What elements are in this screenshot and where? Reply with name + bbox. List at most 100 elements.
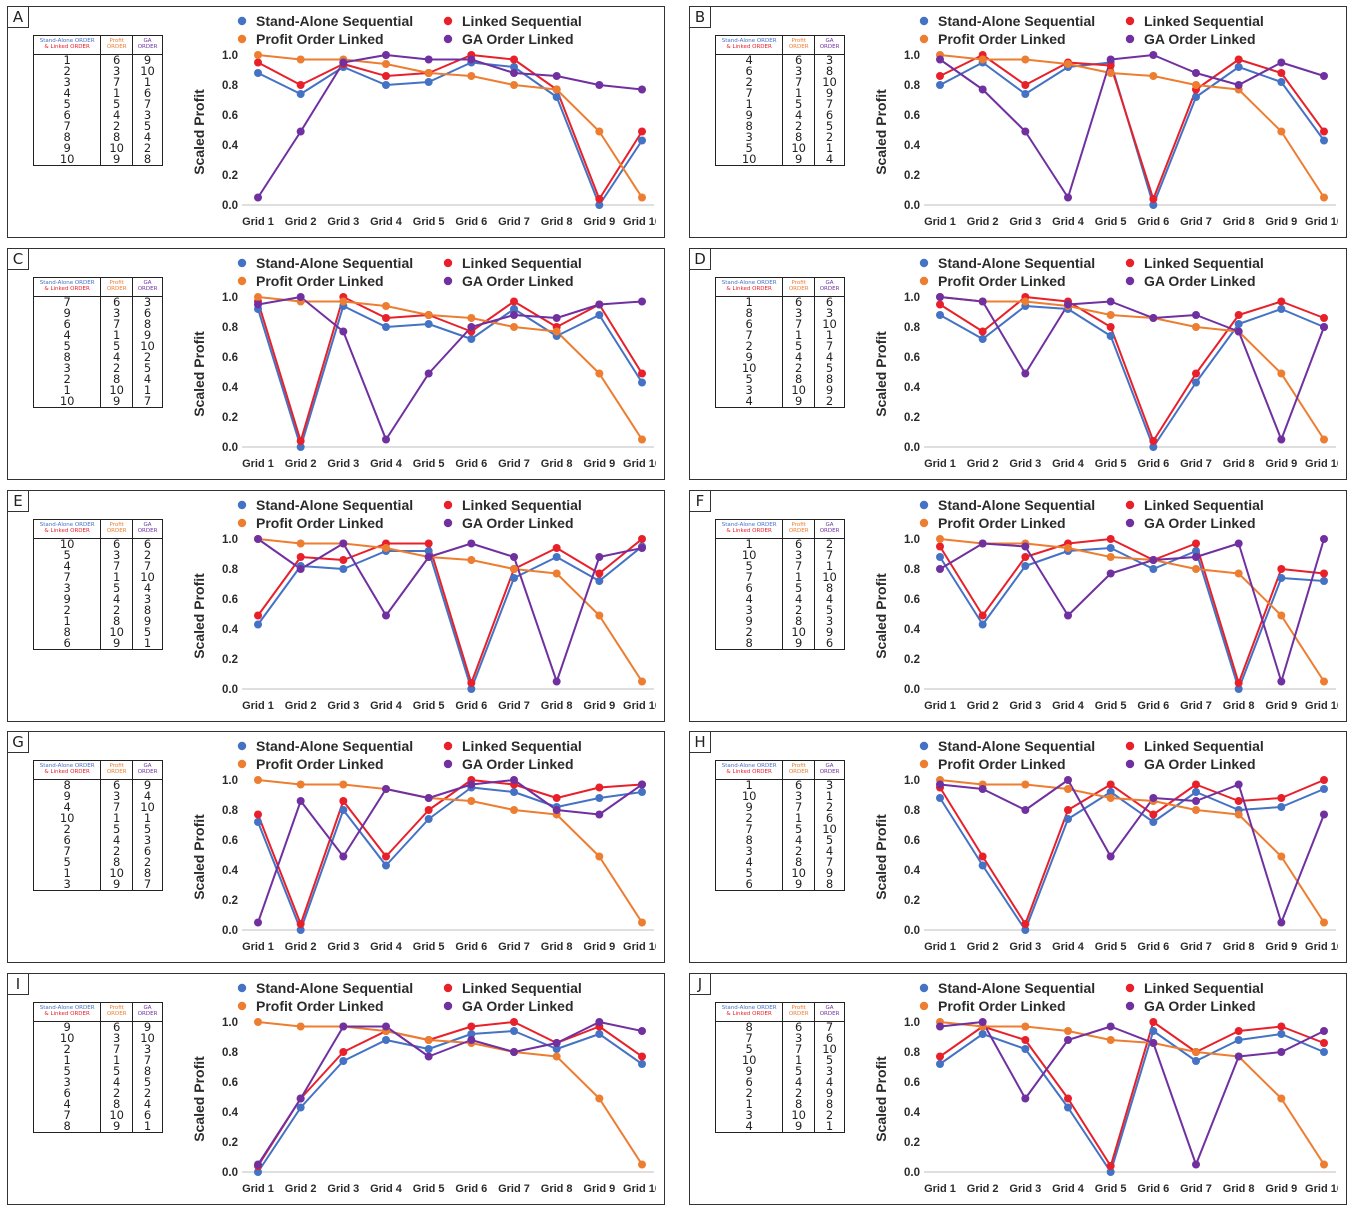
data-point-standalone	[467, 1030, 476, 1038]
order-cell: 6	[63, 1086, 71, 1100]
data-point-standalone	[1149, 201, 1158, 209]
y-tick-label: 1.0	[904, 292, 920, 304]
order-cell: 2	[814, 538, 845, 550]
order-cell: 7	[63, 1108, 71, 1122]
order-header-profit: Profit ORDER	[100, 1002, 133, 1022]
order-cell: 9	[132, 615, 163, 627]
x-tick-label: Grid 8	[1223, 216, 1255, 228]
order-cell: 8	[132, 318, 163, 330]
order-cell: 4	[132, 790, 163, 802]
data-point-ga	[1106, 55, 1115, 64]
order-cell: 9	[814, 867, 845, 879]
data-point-standalone	[1149, 565, 1158, 573]
y-tick-label: 0.4	[222, 1107, 239, 1119]
data-point-standalone	[1149, 1027, 1158, 1035]
y-tick-label: 1.0	[222, 534, 238, 546]
legend-marker-profit	[237, 276, 247, 286]
order-header-linked-text: & Linked ORDER	[44, 528, 90, 534]
order-cell: 1	[100, 812, 133, 824]
order-header-ga: GA ORDER	[814, 277, 845, 297]
x-tick-label: Grid 8	[1223, 458, 1255, 470]
data-point-ga	[1149, 314, 1158, 322]
order-cell: 5	[814, 120, 845, 132]
data-point-profit	[296, 539, 305, 548]
order-cell: 2	[100, 845, 133, 857]
legend-label-ga: GA Order Linked	[462, 273, 574, 289]
order-cell: 6	[814, 637, 845, 650]
data-point-standalone	[382, 81, 390, 89]
data-point-standalone	[510, 63, 518, 71]
order-cell: 2	[745, 625, 753, 639]
order-header-linked-text: & Linked ORDER	[726, 528, 772, 534]
x-tick-label: Grid 3	[327, 1183, 359, 1195]
series-line-linked	[939, 54, 1325, 200]
order-header-ga: GA ORDER	[132, 519, 163, 539]
data-point-standalone	[382, 323, 390, 331]
y-tick-label: 0.2	[904, 895, 920, 907]
order-cell: 1	[745, 295, 753, 309]
order-cell: 10	[132, 65, 163, 77]
order-cell: 4	[132, 373, 163, 385]
order-cell: 6	[132, 87, 163, 99]
data-point-standalone	[595, 577, 604, 585]
order-cell: 6	[745, 877, 753, 891]
order-header-ga: GA ORDER	[132, 1002, 163, 1022]
data-point-linked	[339, 556, 348, 564]
data-point-ga	[1064, 611, 1072, 620]
y-tick-label: 0.2	[222, 654, 238, 666]
legend-marker-standalone	[919, 500, 929, 510]
x-tick-label: Grid 9	[583, 700, 615, 712]
order-cell: 3	[745, 130, 753, 144]
x-tick-label: Grid 10	[1305, 1183, 1338, 1195]
order-cell: 10	[814, 571, 845, 583]
order-cell: 8	[782, 1098, 815, 1110]
order-cell: 8	[745, 833, 753, 847]
order-cell: 1	[782, 329, 815, 341]
y-tick-label: 0.2	[904, 654, 920, 666]
order-header-ga: GA ORDER	[814, 760, 845, 780]
x-tick-label: Grid 6	[1137, 458, 1169, 470]
data-point-standalone	[424, 547, 433, 555]
data-point-linked	[1192, 539, 1200, 548]
data-point-standalone	[339, 1057, 348, 1065]
x-tick-label: Grid 5	[1095, 216, 1127, 228]
line-chart: Stand-Alone Sequential Linked Sequential P…	[191, 738, 656, 953]
order-header-standalone-text: Stand-Alone ORDER	[721, 522, 777, 528]
order-cell: 2	[100, 362, 133, 374]
data-point-ga	[552, 1039, 561, 1047]
legend-marker-ga	[1125, 276, 1135, 286]
data-point-standalone	[254, 69, 262, 77]
order-cell: 9	[100, 1120, 133, 1133]
order-cell: 10	[100, 626, 133, 638]
x-tick-label: Grid 10	[1305, 700, 1338, 712]
x-tick-label: Grid 7	[498, 216, 530, 228]
x-tick-label: Grid 5	[1095, 458, 1127, 470]
x-tick-label: Grid 5	[1095, 1183, 1127, 1195]
panel-letter: D	[690, 249, 711, 270]
y-tick-label: 1.0	[222, 292, 238, 304]
x-tick-label: Grid 3	[1009, 941, 1041, 953]
data-point-profit	[1064, 1027, 1072, 1035]
order-table-row: 2 3 10	[34, 65, 163, 77]
x-tick-label: Grid 4	[370, 941, 403, 953]
legend-label-standalone: Stand-Alone Sequential	[256, 980, 413, 996]
data-point-ga	[936, 565, 944, 573]
order-cell: 9	[745, 614, 753, 628]
data-point-profit	[510, 323, 518, 331]
panel-letter: J	[690, 974, 711, 995]
order-cell: 7	[745, 570, 753, 584]
data-point-standalone	[1192, 547, 1200, 555]
order-cell: 7	[782, 1043, 815, 1055]
order-cell: 3	[63, 581, 71, 595]
data-point-profit	[1277, 369, 1286, 378]
data-point-standalone	[552, 93, 561, 101]
data-point-ga	[595, 810, 604, 819]
data-point-linked	[1149, 437, 1158, 445]
series-line-standalone	[257, 61, 643, 206]
